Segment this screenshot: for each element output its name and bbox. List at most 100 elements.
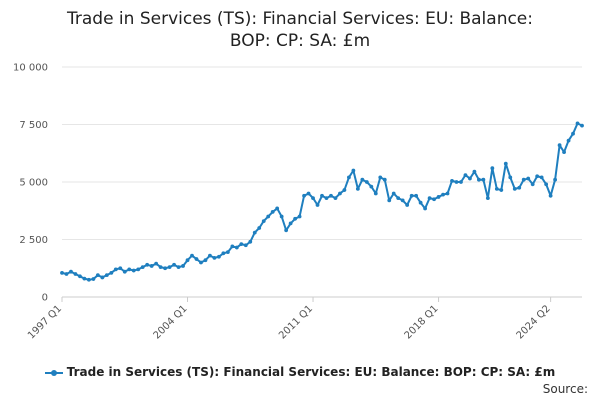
data-point-55	[306, 191, 311, 196]
data-point-114	[571, 131, 575, 136]
data-point-38	[230, 244, 235, 249]
data-point-1	[64, 272, 69, 276]
data-point-49	[279, 214, 284, 219]
y-tick-label-2: 5 000	[19, 178, 48, 189]
data-point-24	[167, 265, 172, 269]
data-point-86	[445, 191, 450, 196]
x-tick-label-1: 2004 Q1	[152, 303, 190, 341]
data-point-39	[234, 245, 239, 250]
data-point-37	[225, 250, 230, 255]
data-point-43	[252, 230, 257, 235]
data-point-65	[351, 168, 356, 173]
series-line	[61, 122, 583, 281]
data-point-44	[257, 226, 262, 230]
data-point-67	[360, 177, 365, 182]
data-point-93	[477, 177, 481, 182]
data-point-101	[512, 187, 517, 191]
x-tick-label-4: 2024 Q2	[515, 303, 553, 341]
y-tick-label-3: 7 500	[19, 120, 48, 131]
data-point-58	[320, 193, 324, 198]
data-point-113	[566, 138, 571, 143]
x-tick-label-2: 2011 Q1	[277, 303, 315, 341]
data-point-34	[212, 256, 217, 260]
data-point-9	[100, 275, 105, 280]
data-point-59	[324, 196, 329, 201]
data-point-115	[575, 121, 580, 126]
data-point-3	[73, 272, 78, 276]
data-point-0	[60, 270, 64, 275]
data-point-13	[118, 266, 123, 271]
legend[interactable]: Trade in Services (TS): Financial Servic…	[0, 365, 600, 379]
data-point-107	[539, 175, 544, 180]
data-point-11	[109, 270, 114, 275]
data-point-100	[508, 175, 513, 180]
source-label: Source:	[542, 382, 588, 396]
data-point-80	[418, 200, 423, 205]
data-point-85	[441, 192, 445, 197]
data-point-111	[557, 143, 562, 148]
data-point-22	[158, 265, 163, 269]
data-point-50	[284, 228, 289, 233]
y-tick-label-1: 2 500	[19, 235, 48, 246]
x-tick-label-0: 1997 Q1	[26, 303, 64, 341]
data-point-95	[485, 196, 490, 201]
data-point-96	[490, 166, 495, 171]
data-point-51	[288, 221, 293, 226]
data-point-82	[427, 196, 432, 201]
data-point-12	[113, 267, 118, 272]
data-point-84	[436, 195, 441, 199]
data-point-28	[185, 258, 190, 263]
data-point-71	[378, 175, 383, 180]
data-point-18	[140, 265, 145, 269]
data-point-33	[208, 253, 212, 258]
data-point-83	[432, 197, 436, 202]
data-point-88	[454, 180, 459, 184]
data-point-30	[194, 257, 199, 261]
data-point-5	[82, 276, 87, 281]
data-point-16	[131, 268, 136, 273]
data-point-56	[311, 196, 315, 201]
data-point-41	[243, 243, 248, 248]
data-point-14	[122, 269, 127, 274]
data-point-103	[521, 177, 526, 182]
data-point-69	[369, 184, 374, 189]
data-point-35	[217, 254, 221, 259]
data-point-15	[127, 267, 132, 272]
legend-label: Trade in Services (TS): Financial Servic…	[66, 365, 556, 379]
legend-swatch-icon	[44, 369, 63, 376]
data-point-46	[266, 214, 271, 219]
chart-title-line-2: BOP: CP: SA: £m	[229, 31, 371, 51]
data-point-21	[154, 261, 159, 266]
data-point-74	[391, 191, 396, 196]
data-point-32	[203, 258, 208, 263]
chart-title-line-1: Trade in Services (TS): Financial Servic…	[66, 9, 533, 29]
data-point-79	[414, 193, 419, 198]
data-point-20	[149, 264, 154, 268]
data-point-6	[87, 277, 91, 282]
data-point-47	[270, 210, 275, 214]
data-point-89	[459, 180, 463, 184]
data-point-17	[136, 267, 141, 272]
data-point-26	[176, 265, 181, 269]
data-point-66	[355, 187, 360, 191]
data-point-92	[472, 169, 477, 174]
data-point-90	[463, 173, 468, 178]
data-point-81	[423, 206, 427, 211]
data-point-45	[261, 219, 266, 224]
data-point-112	[562, 150, 566, 155]
data-point-2	[69, 269, 73, 274]
data-point-98	[499, 188, 504, 192]
x-tick-label-3: 2018 Q1	[403, 303, 441, 341]
data-point-36	[221, 251, 226, 256]
data-point-53	[297, 214, 302, 219]
data-point-4	[78, 274, 82, 279]
data-point-76	[400, 198, 405, 203]
data-point-102	[517, 185, 522, 190]
data-point-68	[364, 180, 369, 184]
y-tick-label-0: 0	[42, 293, 48, 304]
data-point-97	[494, 187, 499, 191]
data-point-77	[405, 203, 410, 207]
data-point-72	[382, 177, 387, 182]
data-point-8	[95, 273, 100, 278]
chart-title: Trade in Services (TS): Financial Servic…	[0, 8, 600, 52]
